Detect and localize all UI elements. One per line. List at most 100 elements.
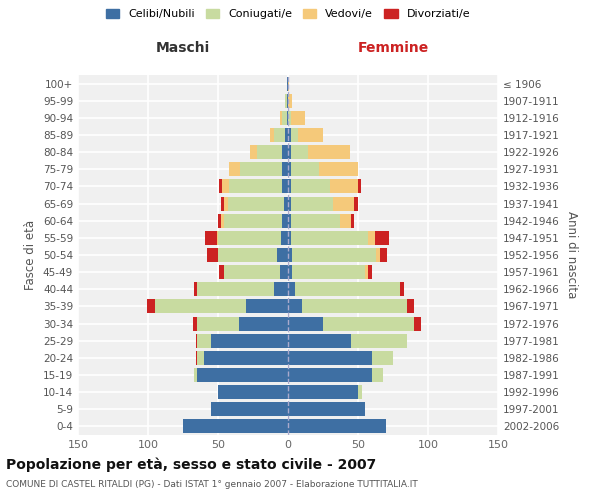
Bar <box>375 231 389 245</box>
Bar <box>229 162 241 176</box>
Bar <box>277 248 288 262</box>
Bar <box>274 128 285 142</box>
Text: Maschi: Maschi <box>156 41 210 55</box>
Bar <box>291 180 330 194</box>
Bar <box>298 128 323 142</box>
Bar <box>288 145 291 159</box>
Bar <box>211 334 288 347</box>
Bar <box>246 300 288 314</box>
Bar <box>285 94 287 108</box>
Bar <box>302 300 407 314</box>
Bar <box>288 231 291 245</box>
Bar <box>288 180 291 194</box>
Bar <box>351 214 354 228</box>
Bar <box>283 145 288 159</box>
Bar <box>280 111 283 125</box>
Text: Femmine: Femmine <box>358 41 428 55</box>
Bar <box>400 282 404 296</box>
Bar <box>218 214 221 228</box>
Bar <box>291 111 305 125</box>
Bar <box>323 316 414 330</box>
Bar <box>218 248 277 262</box>
Bar <box>358 385 362 399</box>
Bar <box>197 316 239 330</box>
Bar <box>288 196 291 210</box>
Bar <box>224 265 280 279</box>
Bar <box>193 316 197 330</box>
Bar <box>241 162 283 176</box>
Bar <box>319 162 358 176</box>
Bar <box>288 385 358 399</box>
Bar <box>224 196 228 210</box>
Bar <box>205 231 217 245</box>
Bar <box>291 128 298 142</box>
Bar <box>194 282 197 296</box>
Bar <box>257 145 283 159</box>
Bar <box>217 231 218 245</box>
Bar <box>414 316 421 330</box>
Bar <box>372 351 393 365</box>
Bar <box>351 334 407 347</box>
Bar <box>270 128 274 142</box>
Bar <box>291 231 368 245</box>
Bar <box>229 180 283 194</box>
Bar <box>368 231 375 245</box>
Bar <box>197 282 274 296</box>
Bar <box>288 334 351 347</box>
Bar <box>284 196 288 210</box>
Bar <box>291 196 333 210</box>
Y-axis label: Anni di nascita: Anni di nascita <box>565 212 578 298</box>
Bar <box>221 196 224 210</box>
Legend: Celibi/Nubili, Coniugati/e, Vedovi/e, Divorziati/e: Celibi/Nubili, Coniugati/e, Vedovi/e, Di… <box>103 6 473 22</box>
Bar <box>283 162 288 176</box>
Bar <box>365 265 368 279</box>
Bar <box>288 351 372 365</box>
Bar <box>288 214 291 228</box>
Bar <box>197 368 288 382</box>
Bar <box>291 214 340 228</box>
Bar <box>283 111 287 125</box>
Bar <box>372 368 383 382</box>
Bar <box>250 145 257 159</box>
Bar <box>288 265 292 279</box>
Bar <box>274 282 288 296</box>
Bar <box>146 300 155 314</box>
Bar <box>288 128 291 142</box>
Bar <box>292 265 365 279</box>
Bar <box>288 316 323 330</box>
Bar <box>354 196 358 210</box>
Y-axis label: Fasce di età: Fasce di età <box>25 220 37 290</box>
Bar <box>211 402 288 416</box>
Bar <box>222 180 229 194</box>
Bar <box>287 94 288 108</box>
Bar <box>283 214 288 228</box>
Bar <box>368 265 372 279</box>
Bar <box>281 231 288 245</box>
Bar <box>283 180 288 194</box>
Bar <box>358 180 361 194</box>
Bar <box>407 300 414 314</box>
Bar <box>330 180 358 194</box>
Bar <box>228 196 284 210</box>
Bar <box>220 265 224 279</box>
Text: COMUNE DI CASTEL RITALDI (PG) - Dati ISTAT 1° gennaio 2007 - Elaborazione TUTTIT: COMUNE DI CASTEL RITALDI (PG) - Dati IST… <box>6 480 418 489</box>
Bar <box>218 231 281 245</box>
Bar <box>292 248 376 262</box>
Bar <box>376 248 380 262</box>
Bar <box>288 282 295 296</box>
Bar <box>183 420 288 434</box>
Bar <box>280 265 288 279</box>
Bar <box>221 214 224 228</box>
Bar <box>285 128 288 142</box>
Bar <box>288 248 292 262</box>
Bar <box>288 368 372 382</box>
Bar <box>196 351 197 365</box>
Bar <box>288 402 365 416</box>
Bar <box>197 334 211 347</box>
Bar <box>333 196 354 210</box>
Bar <box>291 145 308 159</box>
Bar <box>288 111 291 125</box>
Bar <box>308 145 350 159</box>
Bar <box>220 180 222 194</box>
Bar <box>194 368 197 382</box>
